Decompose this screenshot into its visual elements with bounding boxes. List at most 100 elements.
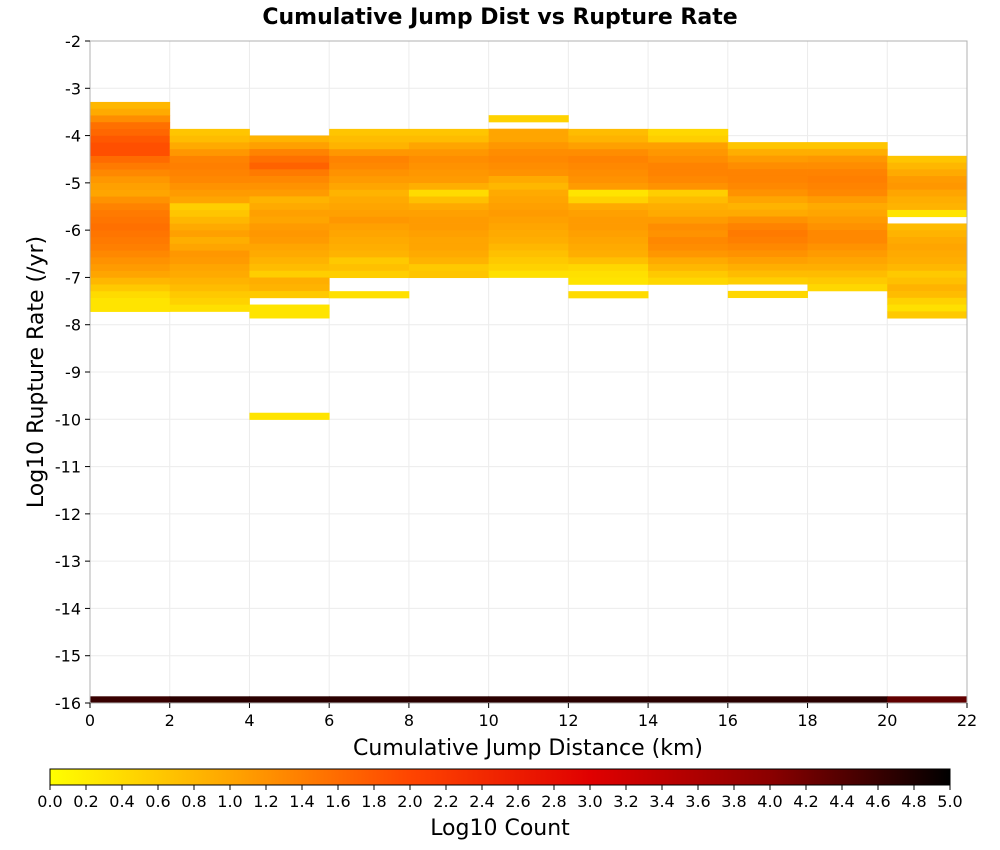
heatmap-cell [727, 189, 808, 197]
heatmap-cell [329, 264, 410, 272]
heatmap-cell [727, 182, 808, 190]
heatmap-cell [90, 149, 171, 157]
heatmap-cell [488, 223, 569, 231]
heatmap-cell [488, 135, 569, 143]
heatmap-cell [90, 277, 171, 285]
heatmap-cell [408, 189, 490, 197]
heatmap-cell [887, 196, 968, 204]
heatmap-cell [408, 270, 490, 279]
heatmap-cell [887, 155, 968, 163]
heatmap-cell [568, 149, 649, 157]
heatmap-cell [648, 196, 729, 204]
heatmap-cell [249, 209, 330, 218]
heatmap-cell [727, 169, 808, 177]
heatmap-cell [887, 696, 968, 704]
colorbar-tick-label: 4.8 [901, 792, 926, 811]
heatmap-cell [249, 216, 330, 224]
colorbar-tick-label: 2.0 [397, 792, 422, 811]
heatmap-cell [329, 155, 410, 164]
heatmap-cell [329, 135, 410, 143]
heatmap-cell [329, 210, 410, 218]
colorbar-tick-label: 0.2 [73, 792, 98, 811]
heatmap-cell [329, 203, 410, 211]
colorbar-tick-label: 2.2 [433, 792, 458, 811]
heatmap-cell [408, 250, 490, 258]
heatmap-cell [249, 236, 330, 245]
heatmap-cell [887, 297, 968, 305]
heatmap-cell [249, 263, 330, 272]
heatmap-cell [329, 270, 410, 279]
heatmap-cell [90, 135, 171, 143]
heatmap-cell [807, 236, 888, 244]
heatmap-cell [887, 243, 968, 251]
heatmap-cell [727, 277, 808, 285]
heatmap-cell [488, 169, 569, 177]
y-tick-label: -15 [55, 647, 81, 666]
colorbar [49, 768, 951, 786]
heatmap-cell [648, 277, 729, 285]
heatmap-cell [727, 209, 808, 217]
heatmap-cell [249, 412, 330, 420]
heatmap-cell [249, 311, 330, 319]
heatmap-cell [887, 176, 968, 184]
heatmap-cell [169, 250, 250, 258]
heatmap-cell [568, 291, 649, 299]
heatmap-cell [408, 264, 490, 272]
heatmap-cell [887, 257, 968, 265]
heatmap-cell [727, 270, 808, 278]
heatmap-cell [727, 243, 808, 251]
heatmap-cell [568, 270, 649, 279]
heatmap-cell [568, 243, 649, 251]
heatmap-cell [648, 223, 729, 231]
heatmap-cell [807, 263, 888, 271]
heatmap-cell [90, 128, 171, 137]
heatmap-cell [329, 237, 410, 245]
colorbar-tick-label: 5.0 [937, 792, 962, 811]
heatmap-cell [488, 148, 569, 157]
heatmap-cell [727, 223, 808, 231]
heatmap-cell [807, 270, 888, 278]
heatmap-cell [488, 189, 569, 197]
heatmap-cell [807, 196, 888, 204]
heatmap-cell [169, 257, 250, 265]
heatmap-cell [807, 182, 888, 190]
heatmap-cell [408, 216, 490, 224]
y-tick-label: -3 [65, 79, 81, 98]
heatmap-cell [568, 250, 649, 258]
heatmap-cell [90, 196, 171, 204]
heatmap-cell [887, 304, 968, 312]
heatmap-cell [727, 250, 808, 258]
heatmap-cell [568, 216, 649, 224]
heatmap-cell [169, 223, 250, 231]
heatmap-cell [169, 142, 250, 150]
heatmap-cell [329, 250, 410, 258]
heatmap-cell [807, 243, 888, 251]
heatmap-cell [169, 196, 250, 204]
y-tick-label: -14 [55, 599, 81, 618]
heatmap-cell [169, 696, 250, 704]
heatmap-cell [329, 149, 410, 157]
heatmap-cell [807, 257, 888, 265]
heatmap-cell [249, 284, 330, 292]
heatmap-cell [169, 182, 250, 191]
heatmap-cell [568, 264, 649, 272]
heatmap-cell [488, 162, 569, 170]
y-tick-label: -16 [55, 694, 81, 713]
heatmap-cell [887, 162, 968, 170]
heatmap-cell [249, 162, 330, 170]
heatmap-cell [169, 135, 250, 143]
heatmap-cell [90, 210, 171, 218]
heatmap-cell [648, 142, 729, 150]
heatmap-cell [169, 277, 250, 285]
heatmap-cell [249, 291, 330, 299]
heatmap-cell [90, 162, 171, 170]
heatmap-cell [488, 182, 569, 190]
x-tick-label: 8 [404, 711, 414, 730]
heatmap-cell [568, 257, 649, 265]
heatmap-cell [169, 230, 250, 238]
x-tick-label: 18 [797, 711, 817, 730]
heatmap-cell [408, 149, 490, 157]
heatmap-cell [90, 264, 171, 272]
heatmap-cell [727, 148, 808, 157]
